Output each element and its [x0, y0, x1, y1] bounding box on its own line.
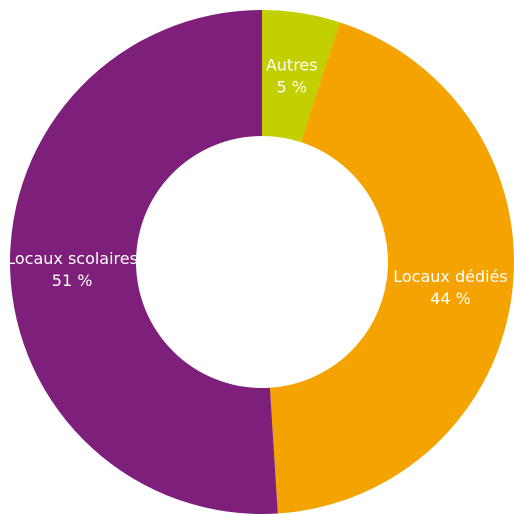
slice-value-locaux-dedies: 44 %	[430, 289, 471, 308]
slice-label-autres: Autres	[266, 55, 318, 74]
slice-label-locaux-scolaires: Locaux scolaires	[6, 249, 138, 268]
slice-label-locaux-dedies: Locaux dédiés	[393, 267, 508, 286]
slice-locaux-scolaires	[10, 10, 278, 514]
chart-labels: Autres 5 % Locaux dédiés 44 % Locaux scolair…	[6, 55, 508, 307]
slice-autres	[262, 10, 340, 143]
slice-value-locaux-scolaires: 51 %	[52, 271, 93, 290]
chart-slices	[10, 10, 514, 514]
slice-value-autres: 5 %	[276, 77, 306, 96]
slice-locaux-dedies	[269, 22, 514, 514]
